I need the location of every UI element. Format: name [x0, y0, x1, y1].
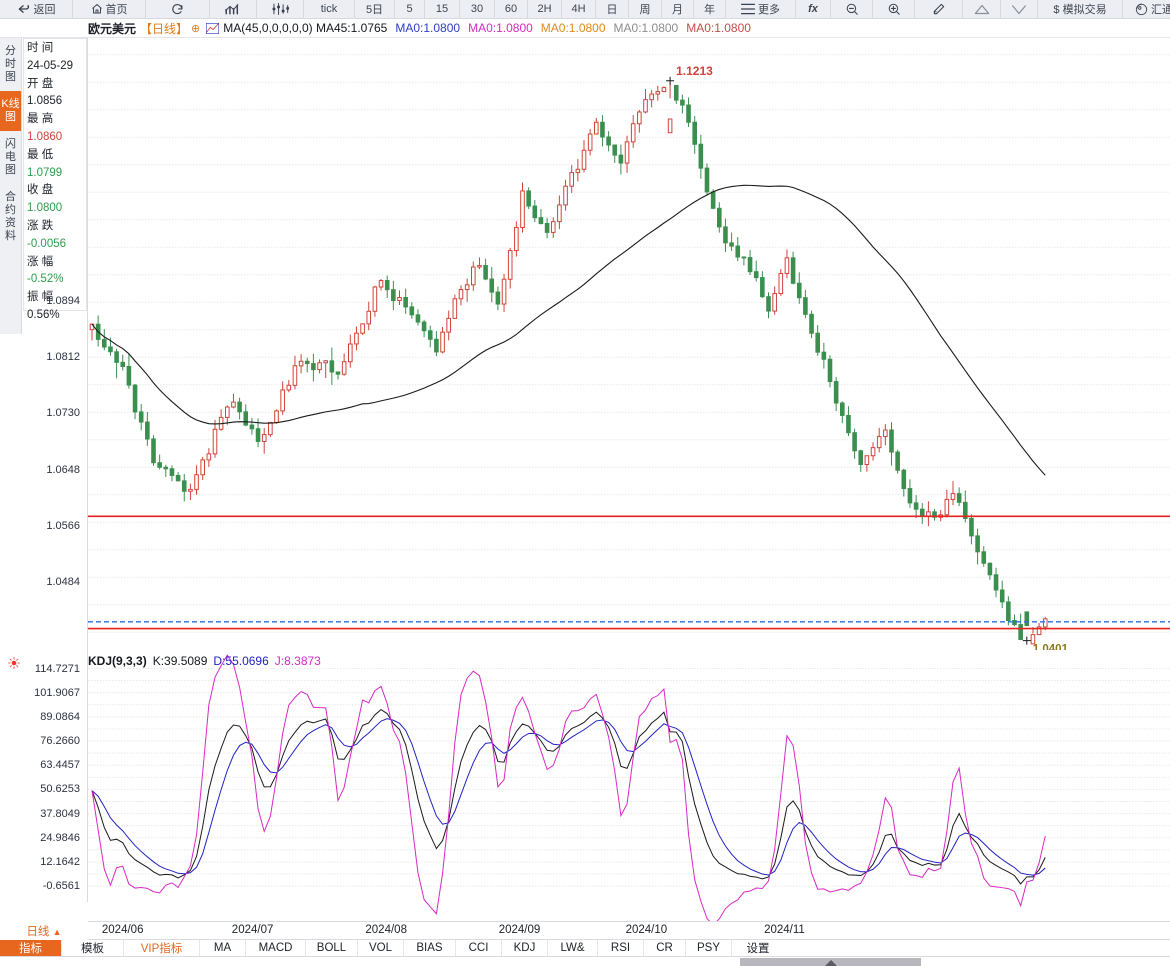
svg-text:1.1213: 1.1213 [676, 64, 713, 78]
svg-text:1.0401: 1.0401 [1033, 644, 1069, 650]
